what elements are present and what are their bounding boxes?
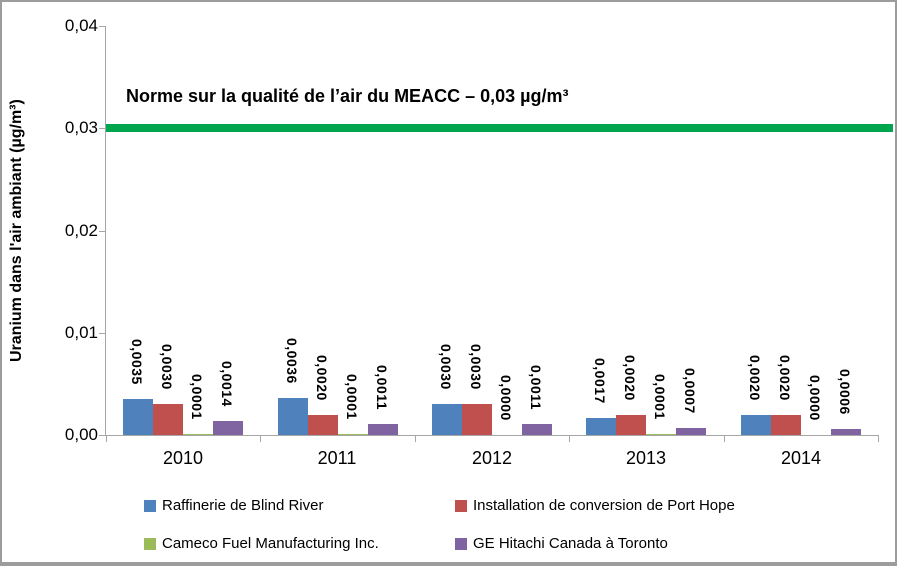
x-axis-line [106,435,879,436]
x-tick-mark [260,435,261,442]
legend-item: Raffinerie de Blind River [144,497,323,514]
bar [123,399,153,435]
y-tick-mark [99,231,106,232]
bar [308,415,338,435]
bar [278,398,308,435]
x-category-label: 2013 [625,448,667,468]
legend-swatch [455,499,467,512]
bar-data-label: 0,0014 [219,361,235,407]
y-tick-mark [99,26,106,27]
bar [462,404,492,435]
legend-swatch [144,537,156,550]
bar-data-label: 0,0020 [314,355,330,401]
bar [153,404,183,435]
x-tick-mark [878,435,879,442]
bar [368,424,398,435]
bar [741,415,771,435]
bar [213,421,243,435]
bar-data-label: 0,0020 [777,355,793,401]
x-category-label: 2010 [162,448,204,468]
bar [586,418,616,435]
y-tick-mark [99,128,106,129]
bar [676,428,706,435]
y-tick-mark [99,435,106,436]
legend-label: GE Hitachi Canada à Toronto [473,535,668,552]
y-tick-label: 0,00 [64,425,98,444]
bar-data-label: 0,0001 [652,374,668,420]
bar-data-label: 0,0001 [189,374,205,420]
norm-annotation: Norme sur la qualité de l’air du MEACC –… [126,86,569,106]
bar-data-label: 0,0006 [837,369,853,415]
bar-data-label: 0,0020 [622,355,638,401]
bar-data-label: 0,0000 [498,375,514,421]
y-axis-line [105,26,106,435]
bar-data-label: 0,0011 [528,364,544,410]
bar-data-label: 0,0017 [592,358,608,404]
bar-data-label: 0,0030 [438,344,454,390]
bar [616,415,646,435]
bar-data-label: 0,0030 [159,344,175,390]
bar [646,434,676,435]
bar [338,434,368,435]
bar-data-label: 0,0000 [807,375,823,421]
y-tick-label: 0,04 [64,16,98,35]
bar-data-label: 0,0036 [284,338,300,384]
norm-line [106,124,893,132]
legend-label: Raffinerie de Blind River [162,497,324,514]
legend-label: Cameco Fuel Manufacturing Inc. [162,535,379,552]
x-tick-mark [724,435,725,442]
y-tick-label: 0,01 [64,323,98,342]
x-tick-mark [106,435,107,442]
y-tick-label: 0,03 [64,118,98,137]
bar [183,434,213,435]
legend-item: Installation de conversion de Port Hope [455,497,735,514]
bar-data-label: 0,0020 [747,355,763,401]
bar [432,404,462,435]
x-category-label: 2012 [471,448,513,468]
x-category-label: 2014 [780,448,822,468]
bar-data-label: 0,0011 [374,364,390,410]
x-category-label: 2011 [317,448,357,468]
y-tick-mark [99,333,106,334]
bar-data-label: 0,0035 [129,339,145,385]
bar-data-label: 0,0030 [468,344,484,390]
legend-label: Installation de conversion de Port Hope [473,497,735,514]
y-tick-label: 0,02 [64,221,98,240]
x-tick-mark [569,435,570,442]
legend-swatch [144,499,156,512]
bar-data-label: 0,0001 [344,374,360,420]
bar [831,429,861,435]
bar [522,424,552,435]
x-tick-mark [415,435,416,442]
bar-data-label: 0,0007 [682,368,698,414]
legend-item: Cameco Fuel Manufacturing Inc. [144,535,379,552]
legend-swatch [455,537,467,550]
legend-item: GE Hitachi Canada à Toronto [455,535,668,552]
bar [771,415,801,435]
